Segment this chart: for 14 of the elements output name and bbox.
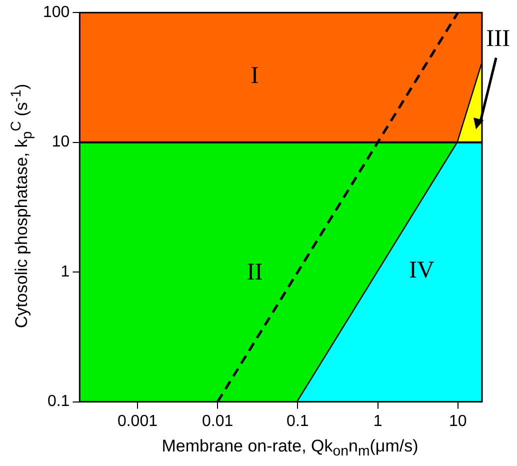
y-tick-label: 0.1 [47, 393, 70, 410]
y-tick-label: 100 [42, 4, 70, 22]
y-tick-label: 1 [60, 263, 70, 280]
x-tick-label: 1 [373, 412, 382, 430]
annotation: IV [408, 258, 435, 284]
x-tick-label: 0.1 [286, 412, 309, 430]
x-axis-title: Membrane on-rate, Qk$_{on}$n$_{m}$(μm/s) [162, 436, 418, 460]
x-tick-label: 0.01 [202, 412, 234, 430]
x-tick-label: 0.001 [117, 412, 158, 430]
x-tick-label: 10 [448, 412, 467, 430]
annotation: II [246, 260, 263, 286]
annotation: I [250, 63, 259, 90]
y-tick-label: 10 [52, 134, 70, 151]
text: III [486, 26, 510, 52]
